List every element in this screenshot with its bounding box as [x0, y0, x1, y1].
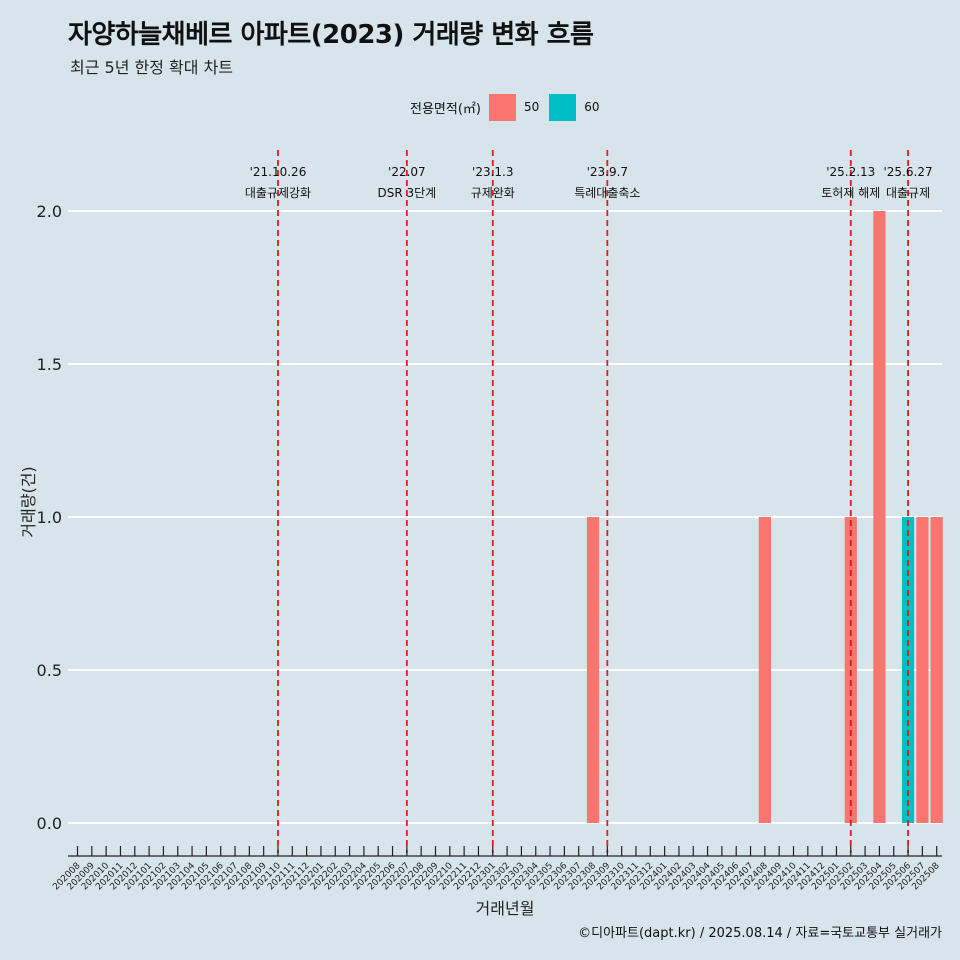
chart-title: 자양하늘채베르 아파트(2023) 거래량 변화 흐름 — [68, 20, 594, 50]
bar-50-202504 — [873, 211, 886, 823]
event-date-1: '22.07 — [388, 165, 426, 179]
x-axis-title: 거래년월 — [476, 899, 535, 918]
event-label-0: 대출규제강화 — [245, 186, 311, 200]
event-label-3: 특례대출축소 — [574, 186, 640, 200]
event-date-5: '25.6.27 — [884, 165, 933, 179]
legend-key-60 — [549, 93, 577, 121]
event-label-5: 대출규제 — [886, 186, 930, 200]
bar-50-202507 — [916, 517, 929, 823]
event-label-2: 규제완화 — [471, 186, 515, 200]
event-label-4: 토허제 해제 — [821, 186, 880, 200]
event-date-3: '23.9.7 — [587, 165, 628, 179]
event-label-1: DSR 3단계 — [377, 186, 436, 200]
legend: 전용면적(㎡) 50 60 — [410, 93, 610, 121]
source-caption: ©디아파트(dapt.kr) / 2025.08.14 / 자료=국토교통부 실… — [578, 926, 942, 941]
bar-50-202508 — [930, 517, 943, 823]
legend-title: 전용면적(㎡) — [410, 101, 481, 117]
y-tick-label: 1.0 — [37, 508, 62, 527]
event-date-4: '25.2.13 — [826, 165, 875, 179]
y-axis-title: 거래량(건) — [19, 466, 38, 537]
y-tick-label: 0.5 — [37, 661, 62, 680]
bar-50-202408 — [758, 517, 771, 823]
legend-label-50: 50 — [523, 100, 540, 114]
chart-subtitle: 최근 5년 한정 확대 차트 — [70, 58, 234, 77]
y-tick-label: 1.5 — [37, 355, 62, 374]
event-date-2: '23.1.3 — [472, 165, 513, 179]
y-tick-label: 2.0 — [37, 202, 62, 221]
event-date-0: '21.10.26 — [250, 165, 307, 179]
legend-label-60: 60 — [584, 100, 600, 114]
bar-50-202308 — [586, 517, 600, 823]
legend-key-50 — [488, 93, 516, 121]
y-tick-label: 0.0 — [37, 814, 62, 833]
